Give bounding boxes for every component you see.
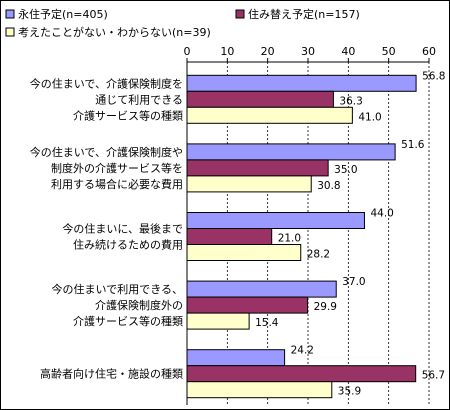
x-tick-label: 0: [184, 45, 191, 58]
legend: 永住予定(n=405) 住み替え予定(n=157) 考えたことがない・わからない(n…: [5, 7, 360, 39]
legend-swatch-2: [235, 9, 245, 19]
bar-series-1: [186, 280, 337, 298]
legend-label-2: 住み替え予定(n=157): [248, 7, 360, 21]
category-label: 住み続けるための費用: [73, 238, 183, 252]
bar-series-1: [186, 349, 286, 367]
x-tick-label: 50: [382, 45, 396, 58]
x-tick-label: 40: [341, 45, 355, 58]
legend-swatch-3: [5, 27, 15, 37]
data-label: 56.7: [422, 370, 445, 382]
data-label: 24.2: [291, 345, 314, 357]
data-label: 56.8: [422, 70, 445, 82]
bar-series-1: [186, 143, 396, 161]
data-label: 35.0: [334, 164, 357, 176]
category-label: 今の住まいで、介護保険制度を: [30, 76, 183, 90]
bar-series-2: [186, 296, 309, 314]
bar-series-3: [186, 381, 333, 399]
x-tick-label: 10: [220, 45, 234, 58]
legend-label-3: 考えたことがない・わからない(n=39): [18, 25, 211, 39]
category-label: 制度外の介護サービス等を: [51, 161, 183, 175]
category-label: 今の住まいで利用できる、: [52, 282, 183, 296]
data-label: 37.0: [342, 276, 365, 288]
plot-area: 0 10 20 30 40 50 60 今の住まいで、介護保険制度を通じて利用できる介護サービ…: [30, 45, 445, 405]
data-label: 21.0: [278, 233, 301, 245]
bar-series-3: [186, 312, 250, 330]
data-label: 51.6: [401, 139, 425, 151]
x-tick-label: 30: [301, 45, 315, 58]
bar-series-2: [186, 365, 417, 383]
category-label: 今の住まいで、介護保険制度や: [30, 145, 183, 159]
data-label: 29.9: [314, 301, 337, 313]
category-label: 介護保険制度外の: [95, 298, 183, 312]
category-label: 高齢者向け住宅・施設の種類: [40, 367, 183, 381]
bar-series-3: [186, 106, 353, 124]
legend-label-1: 永住予定(n=405): [18, 7, 108, 21]
x-tick-label: 60: [422, 45, 436, 58]
data-label: 35.9: [338, 386, 361, 398]
data-label: 30.8: [317, 180, 340, 192]
bar-series-1: [186, 212, 365, 229]
bar-series-3: [186, 175, 312, 193]
category-label: 今の住まいに、最後まで: [62, 222, 183, 236]
bar-series-2: [186, 159, 329, 177]
bar-series-2: [186, 90, 334, 108]
category-label: 利用する場合に必要な費用: [51, 177, 183, 191]
data-label: 41.0: [358, 111, 381, 123]
bar-series-2: [186, 228, 273, 245]
legend-swatch-1: [5, 9, 15, 19]
category-label: 通じて利用できる: [95, 93, 183, 106]
category-label: 介護サービス等の種類: [73, 314, 183, 328]
data-label: 15.4: [255, 317, 279, 329]
bar-series-3: [186, 244, 302, 261]
bar-series-1: [186, 74, 417, 92]
category-label: 介護サービス等の種類: [73, 108, 183, 122]
x-tick-label: 20: [261, 45, 275, 58]
data-label: 36.3: [339, 95, 362, 107]
data-label: 44.0: [370, 208, 393, 220]
data-label: 28.2: [307, 249, 330, 261]
